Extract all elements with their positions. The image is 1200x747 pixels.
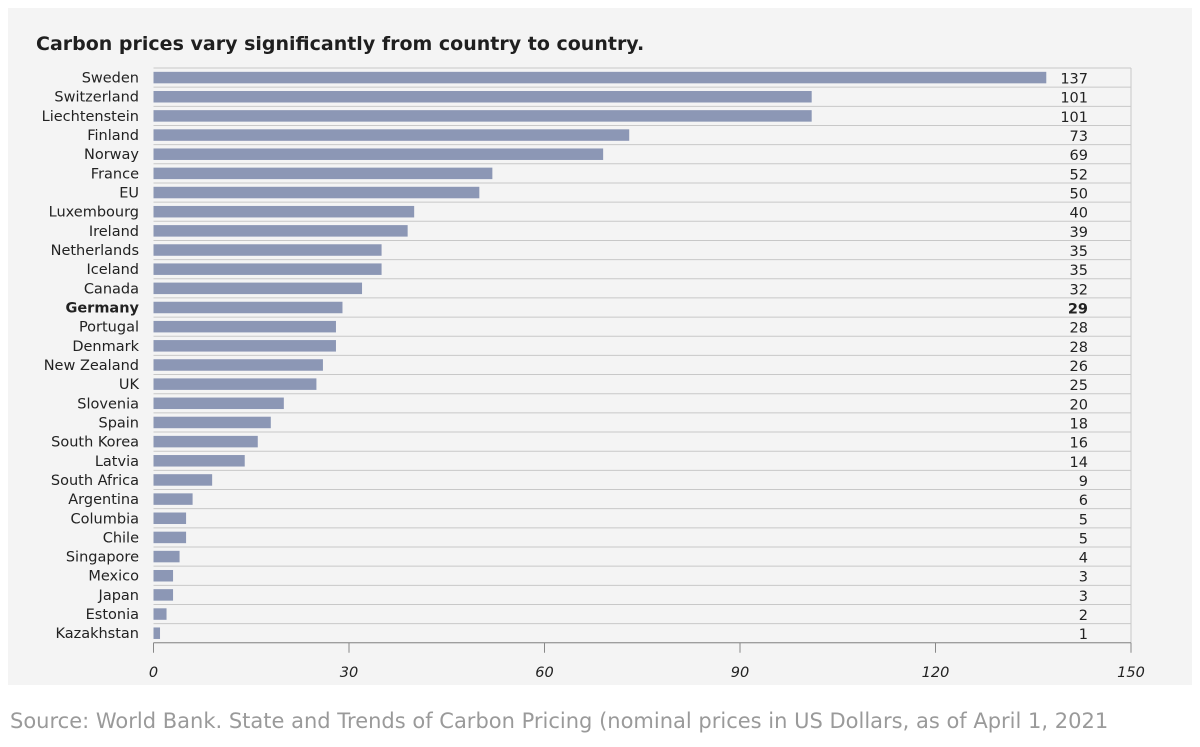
bar	[153, 263, 382, 275]
bar	[153, 455, 245, 467]
category-label: Ireland	[89, 224, 139, 240]
category-label: UK	[119, 377, 140, 393]
bar	[153, 301, 343, 314]
value-label: 35	[1070, 263, 1088, 279]
value-label: 28	[1070, 340, 1088, 356]
bar	[153, 359, 323, 371]
category-label: Mexico	[88, 569, 139, 585]
bar	[153, 627, 161, 639]
bar	[153, 148, 604, 160]
bar	[153, 129, 630, 141]
value-label: 25	[1070, 378, 1088, 394]
category-label: Iceland	[87, 262, 139, 278]
value-label: 73	[1070, 129, 1088, 145]
bar	[153, 493, 193, 505]
category-label: Netherlands	[51, 243, 139, 259]
value-label: 20	[1070, 397, 1088, 413]
bar	[153, 569, 174, 582]
value-label: 5	[1079, 531, 1088, 547]
value-label: 26	[1070, 359, 1088, 375]
category-label: Liechtenstein	[42, 109, 139, 125]
bar	[153, 589, 174, 601]
x-tick-label: 0	[149, 665, 158, 681]
bar	[153, 167, 493, 180]
bar	[153, 397, 284, 410]
value-label: 29	[1068, 302, 1088, 318]
category-label: Sweden	[82, 71, 139, 87]
value-label: 69	[1070, 148, 1088, 164]
bar	[153, 474, 213, 486]
bar	[153, 550, 180, 563]
category-label: France	[91, 166, 139, 182]
value-label: 40	[1070, 206, 1088, 222]
value-label: 2	[1079, 608, 1088, 624]
category-label: Denmark	[72, 339, 139, 355]
category-label: Kazakhstan	[55, 626, 139, 642]
value-label: 39	[1070, 225, 1088, 241]
category-label: South Africa	[51, 473, 139, 489]
category-label: Canada	[84, 281, 139, 297]
bar	[153, 244, 382, 256]
category-label: Japan	[98, 588, 139, 604]
value-label: 52	[1070, 167, 1088, 183]
bar	[153, 90, 812, 103]
value-label: 4	[1079, 551, 1088, 567]
bar	[153, 512, 187, 525]
bar	[153, 186, 480, 199]
bar	[153, 110, 812, 122]
x-tick-label: 90	[731, 665, 749, 681]
category-label: Spain	[98, 415, 139, 431]
bar	[153, 416, 271, 429]
source-note: Source: World Bank. State and Trends of …	[10, 709, 1109, 733]
bar	[153, 282, 363, 295]
bar	[153, 435, 258, 448]
value-label: 18	[1070, 416, 1088, 432]
category-label: Columbia	[71, 511, 139, 527]
bar	[153, 378, 317, 390]
bar-chart: Sweden 137 Switzerland 101 Liechtenstein 101 F…	[42, 67, 1145, 681]
value-label: 28	[1070, 321, 1088, 337]
value-label: 32	[1070, 282, 1088, 298]
category-label: Chile	[103, 530, 139, 546]
value-label: 35	[1070, 244, 1088, 260]
category-label: Norway	[84, 147, 139, 163]
category-label: Latvia	[95, 454, 139, 470]
value-label: 101	[1060, 91, 1088, 107]
value-label: 137	[1060, 72, 1088, 88]
x-tick-label: 150	[1117, 665, 1145, 681]
bar	[153, 320, 336, 333]
value-label: 14	[1070, 455, 1088, 471]
category-label: Luxembourg	[49, 205, 139, 221]
value-label: 50	[1070, 187, 1088, 203]
category-label: Estonia	[86, 607, 139, 623]
x-tick-label: 30	[340, 665, 358, 681]
category-label: South Korea	[51, 435, 139, 451]
category-label: Switzerland	[54, 90, 139, 106]
category-label: Portugal	[79, 320, 139, 336]
x-tick-label: 60	[535, 665, 553, 681]
value-label: 9	[1079, 474, 1088, 490]
value-label: 6	[1079, 493, 1088, 509]
category-label: Finland	[87, 128, 139, 144]
bar	[153, 71, 1047, 84]
value-label: 3	[1079, 589, 1088, 605]
value-label: 1	[1079, 627, 1088, 643]
value-label: 5	[1079, 512, 1088, 528]
bar	[153, 531, 187, 544]
category-label: Singapore	[66, 550, 139, 566]
bar	[153, 225, 408, 237]
category-label: Germany	[65, 301, 139, 317]
value-label: 3	[1079, 570, 1088, 586]
value-label: 16	[1070, 436, 1088, 452]
bar	[153, 340, 336, 352]
bar	[153, 205, 415, 218]
bar	[153, 608, 167, 620]
chart-title: Carbon prices vary significantly from co…	[36, 33, 645, 55]
category-label: EU	[119, 186, 139, 202]
category-label: Slovenia	[77, 396, 139, 412]
category-label: New Zealand	[44, 358, 139, 374]
x-tick-label: 120	[922, 665, 950, 681]
category-label: Argentina	[68, 492, 139, 508]
value-label: 101	[1060, 110, 1088, 126]
